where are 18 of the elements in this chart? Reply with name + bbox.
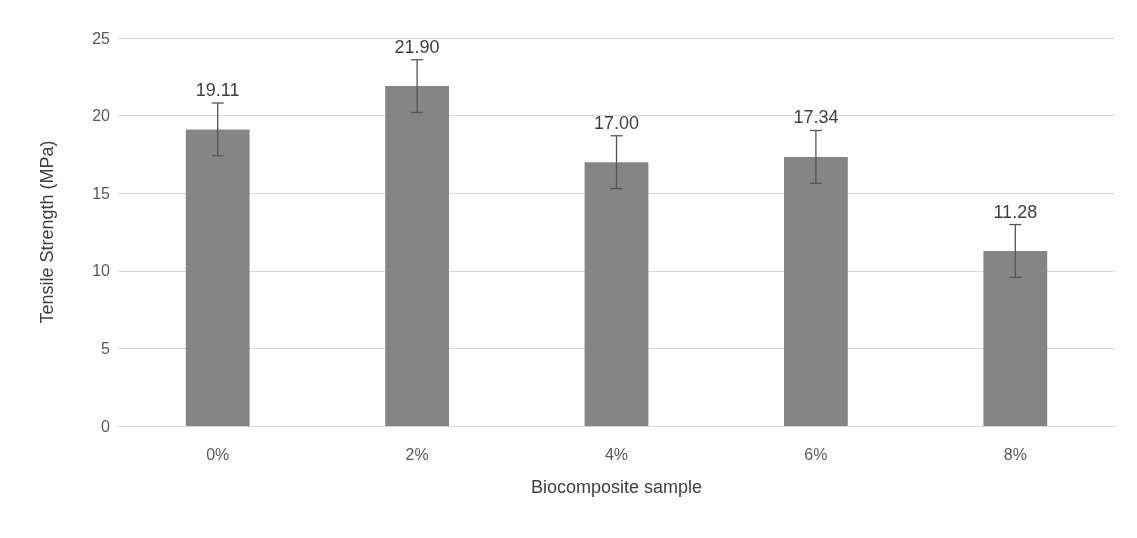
x-tick-label: 6% [804,445,828,463]
x-tick-label: 0% [206,445,230,463]
y-tick-label: 20 [92,107,111,125]
data-label: 17.34 [793,107,839,128]
data-label: 11.28 [993,201,1038,222]
x-tick-label: 8% [1003,445,1027,463]
y-tick-label: 15 [92,184,111,202]
y-tick-label: 10 [92,262,111,280]
x-tick-label: 4% [604,445,629,463]
y-tick-label: 5 [101,339,111,357]
x-tick-label: 2% [405,445,429,463]
y-tick-label: 0 [101,417,111,435]
data-label: 17.00 [593,112,640,133]
x-axis-title: Biocomposite sample [530,477,703,497]
data-label: 21.90 [394,36,440,57]
y-axis-title: Tensile Strength (MPa) [37,140,57,324]
y-tick-label: 25 [92,29,111,47]
data-label: 19.11 [195,80,240,101]
